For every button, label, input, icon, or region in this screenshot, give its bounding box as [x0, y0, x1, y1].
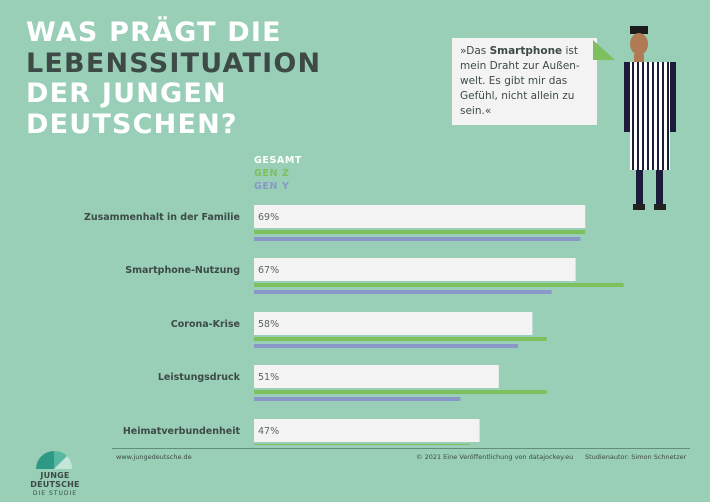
- legend-gesamt: GESAMT: [254, 155, 303, 166]
- category-label: Leistungsdruck: [158, 372, 241, 383]
- logo-icon: [36, 450, 73, 469]
- logo-text: JUNGE DEUTSCHE DIE STUDIE: [20, 471, 90, 498]
- quote-text-bold: Smartphone: [489, 45, 563, 57]
- category-label: Zusammenhalt in der Familie: [84, 212, 240, 223]
- bar-genz: [254, 283, 624, 287]
- bar-gesamt: [254, 419, 480, 442]
- bar-gesamt: [254, 312, 533, 335]
- person-illustration: [624, 26, 676, 210]
- category-label: Heimatverbundenheit: [123, 426, 241, 437]
- title-line-1: WAS PRÄGT DIE: [26, 17, 282, 48]
- title-line-2: LEBENSSITUATION: [26, 47, 322, 79]
- footer-author: Studienautor: Simon Schnetzer: [585, 453, 687, 461]
- data-label: 47%: [258, 426, 279, 437]
- footer-website[interactable]: www.jungedeutsche.de: [116, 453, 192, 461]
- bar-genz: [254, 230, 586, 234]
- bar-geny: [254, 344, 518, 348]
- bar-geny: [254, 397, 461, 401]
- data-label: 58%: [258, 319, 279, 330]
- category-label: Smartphone-Nutzung: [125, 265, 240, 276]
- bar-geny: [254, 237, 581, 241]
- data-label: 69%: [258, 212, 279, 223]
- bar-genz: [254, 444, 470, 445]
- footer-copyright: © 2021 Eine Veröffentlichung von datajoc…: [416, 453, 574, 461]
- legend-geny: GEN Y: [254, 181, 290, 192]
- chart-title: WAS PRÄGT DIE LEBENSSITUATION DER JUNGEN…: [26, 17, 322, 140]
- bar-chart: Zusammenhalt in der Familie 69% Smartphone…: [84, 205, 624, 445]
- title-line-3: DER JUNGEN: [26, 78, 227, 109]
- title-line-4: DEUTSCHEN?: [26, 108, 238, 140]
- bar-gesamt: [254, 258, 576, 281]
- quote-text-post: ist mein Draht zur Außen-welt. Es gibt m…: [460, 45, 580, 117]
- bar-genz: [254, 390, 547, 394]
- quote-tail-icon: [593, 40, 615, 60]
- logo-sub: DIE STUDIE: [32, 490, 78, 497]
- bar-geny: [254, 290, 552, 294]
- bar-gesamt: [254, 365, 499, 388]
- quote-box: »Das Smartphone ist mein Draht zur Außen…: [452, 38, 597, 125]
- legend-genz: GEN Z: [254, 168, 290, 179]
- quote-text-pre: »Das: [460, 45, 490, 57]
- data-label: 51%: [258, 372, 279, 383]
- category-label: Corona-Krise: [171, 319, 240, 330]
- bar-genz: [254, 337, 547, 341]
- logo-main: JUNGE DEUTSCHE: [30, 471, 80, 489]
- bar-gesamt: [254, 205, 586, 228]
- chart-legend: GESAMT GEN Z GEN Y: [254, 154, 302, 193]
- data-label: 67%: [258, 265, 279, 276]
- footer-divider: [112, 448, 690, 449]
